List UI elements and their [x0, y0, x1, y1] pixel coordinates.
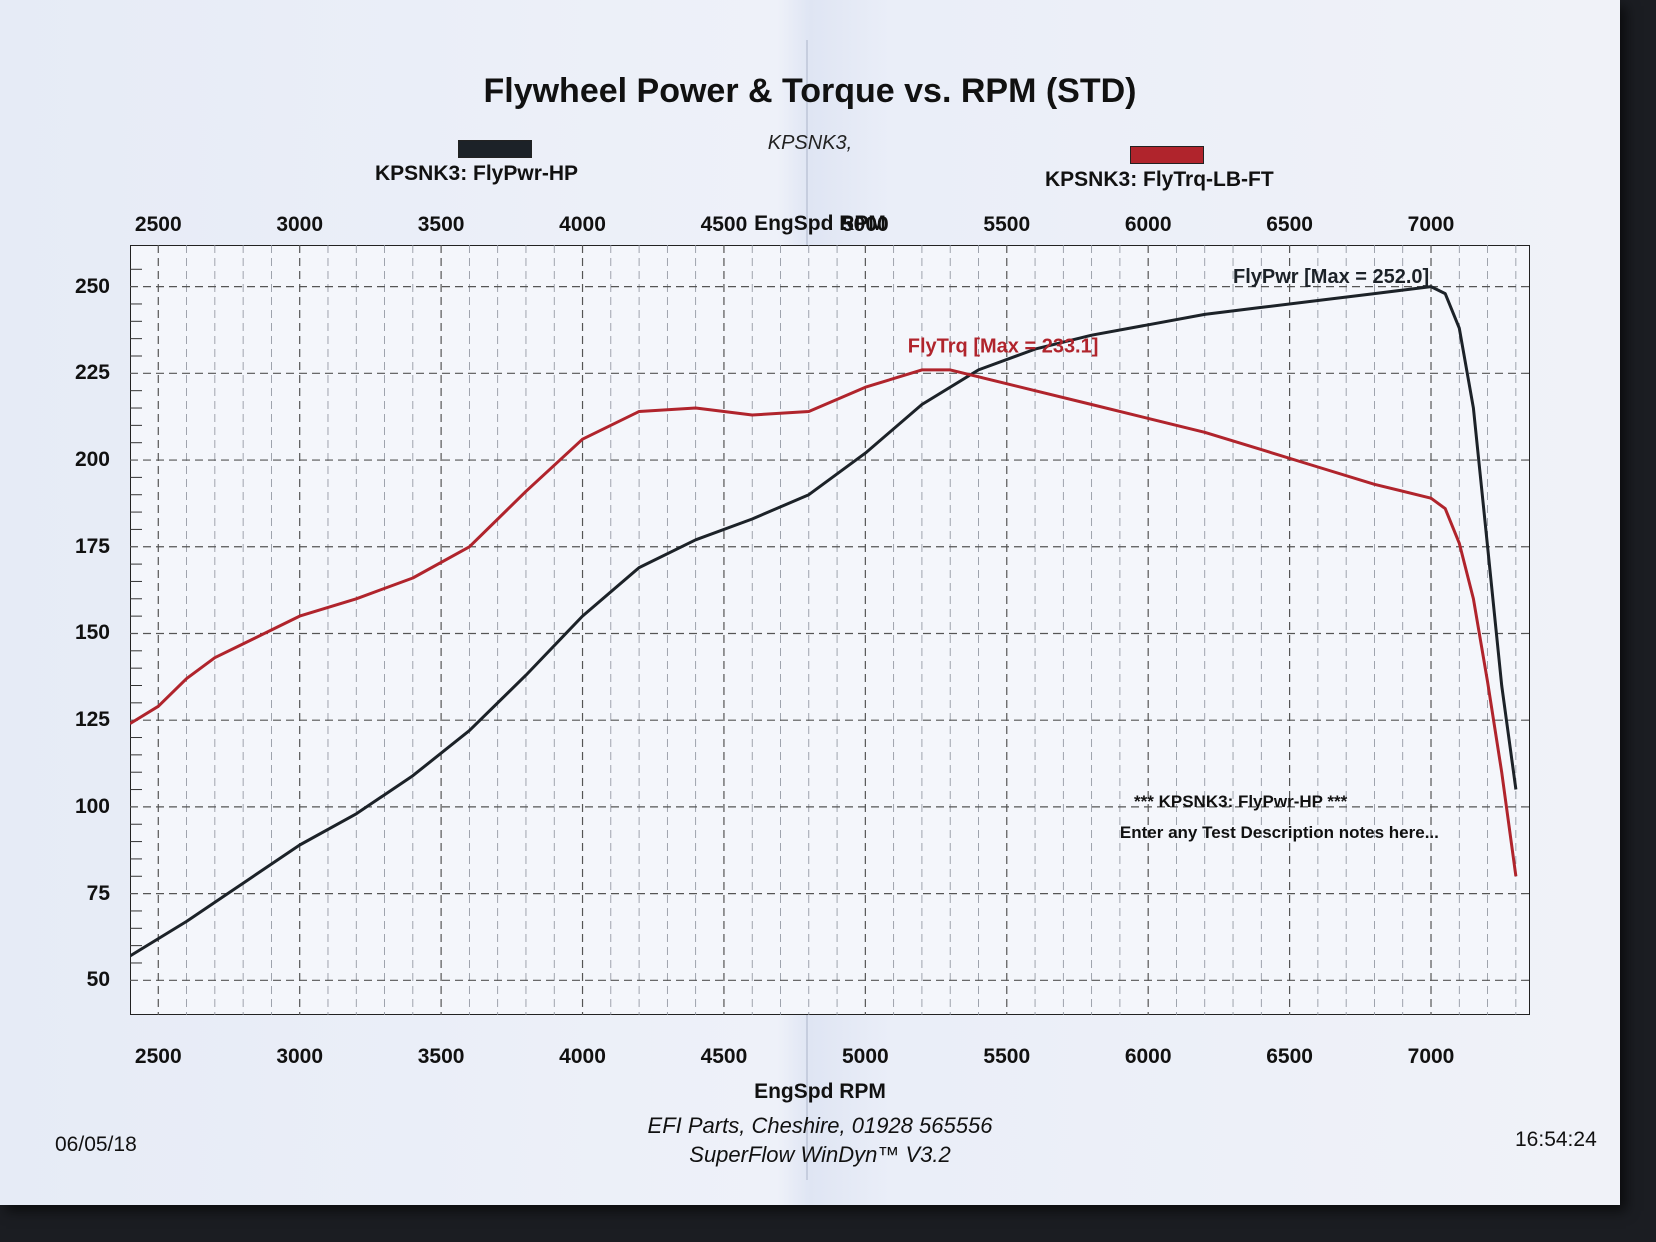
bottom-x-tick-label: 5500 — [983, 1045, 1031, 1068]
printout-sheet: Flywheel Power & Torque vs. RPM (STD) KP… — [0, 0, 1620, 1205]
y-tick-label: 225 — [74, 361, 110, 385]
top-x-tick-label: 4500 — [700, 213, 748, 236]
bottom-x-tick-label: 3000 — [276, 1045, 324, 1068]
bottom-x-tick-label: 3500 — [417, 1045, 465, 1068]
top-x-tick-label: 5000 — [841, 213, 889, 236]
dyno-chart: FlyPwr [Max = 252.0] FlyTrq [Max = 233.1]… — [130, 245, 1530, 1015]
y-tick-label: 175 — [74, 534, 110, 558]
bottom-x-tick-label: 4000 — [559, 1045, 606, 1068]
power-series-line — [130, 285, 1518, 958]
plot-area — [130, 245, 1530, 1015]
bottom-axis-title: EngSpd RPM — [754, 1080, 886, 1103]
print-time: 16:54:24 — [1515, 1128, 1597, 1151]
bottom-x-tick-label: 7000 — [1407, 1045, 1455, 1068]
bottom-x-tick-label: 5000 — [841, 1045, 889, 1068]
bottom-x-tick-label: 6500 — [1266, 1045, 1313, 1068]
top-x-tick-label: 4000 — [559, 213, 606, 236]
notes-line-1: *** KPSNK3: FlyPwr-HP *** — [1134, 792, 1348, 811]
y-tick-label: 75 — [86, 881, 110, 905]
company-line: EFI Parts, Cheshire, 01928 565556 — [647, 1113, 993, 1138]
y-tick-label: 200 — [74, 448, 110, 472]
print-date: 06/05/18 — [55, 1133, 137, 1156]
y-tick-label: 250 — [74, 274, 110, 298]
legend-torque-label: KPSNK3: FlyTrq-LB-FT — [1045, 168, 1274, 191]
legend-power-swatch — [458, 140, 532, 158]
torque-max-annotation: FlyTrq [Max = 233.1] — [908, 336, 1099, 358]
y-tick-label: 100 — [74, 794, 110, 818]
notes-line-2: Enter any Test Description notes here... — [1120, 823, 1439, 842]
software-line: SuperFlow WinDyn™ V3.2 — [689, 1142, 951, 1167]
legend-torque-swatch — [1130, 146, 1204, 164]
bottom-x-tick-label: 4500 — [700, 1045, 748, 1068]
torque-series-line — [130, 368, 1518, 877]
chart-title: Flywheel Power & Torque vs. RPM (STD) — [483, 72, 1137, 110]
top-x-tick-label: 6000 — [1124, 213, 1172, 236]
chart-subtitle: KPSNK3, — [767, 132, 853, 154]
top-x-tick-label: 5500 — [983, 213, 1031, 236]
y-tick-label: 125 — [74, 708, 110, 732]
bottom-x-tick-label: 6000 — [1124, 1045, 1172, 1068]
legend-power-label: KPSNK3: FlyPwr-HP — [375, 162, 579, 185]
top-x-tick-label: 7000 — [1407, 213, 1455, 236]
top-x-tick-label: 3000 — [276, 213, 324, 236]
top-x-tick-label: 3500 — [417, 213, 465, 236]
top-x-tick-label: 2500 — [134, 213, 182, 236]
bottom-x-tick-label: 2500 — [134, 1045, 182, 1068]
top-x-tick-label: 6500 — [1266, 213, 1313, 236]
y-tick-label: 50 — [86, 968, 110, 992]
top-axis-title: EngSpd RPM — [754, 212, 886, 235]
y-tick-label: 150 — [74, 621, 110, 645]
power-max-annotation: FlyPwr [Max = 252.0] — [1233, 266, 1429, 288]
